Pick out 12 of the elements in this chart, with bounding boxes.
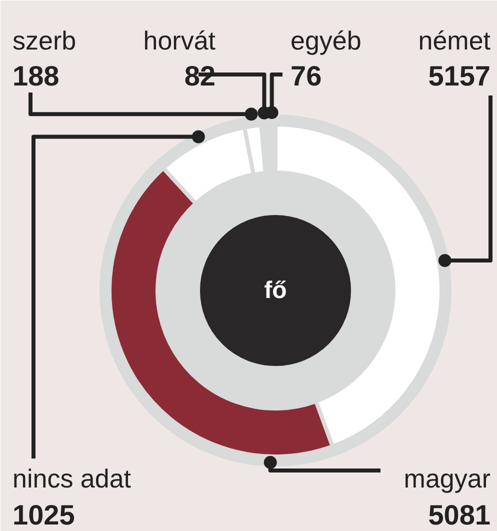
slice-label: egyéb [290,26,362,56]
data-label: 76 [290,60,322,92]
text: fő [264,277,287,304]
slice-label: magyar [404,464,491,494]
slice-label: német [418,26,492,56]
data-label: 5157 [428,60,491,92]
slice-label: nincs adat [12,464,132,494]
data-label: 1025 [12,500,75,530]
slice-label: szerb [12,26,76,56]
data-label: 188 [12,60,60,92]
slice-label: horvát [143,26,216,56]
data-label: 5081 [428,500,491,530]
